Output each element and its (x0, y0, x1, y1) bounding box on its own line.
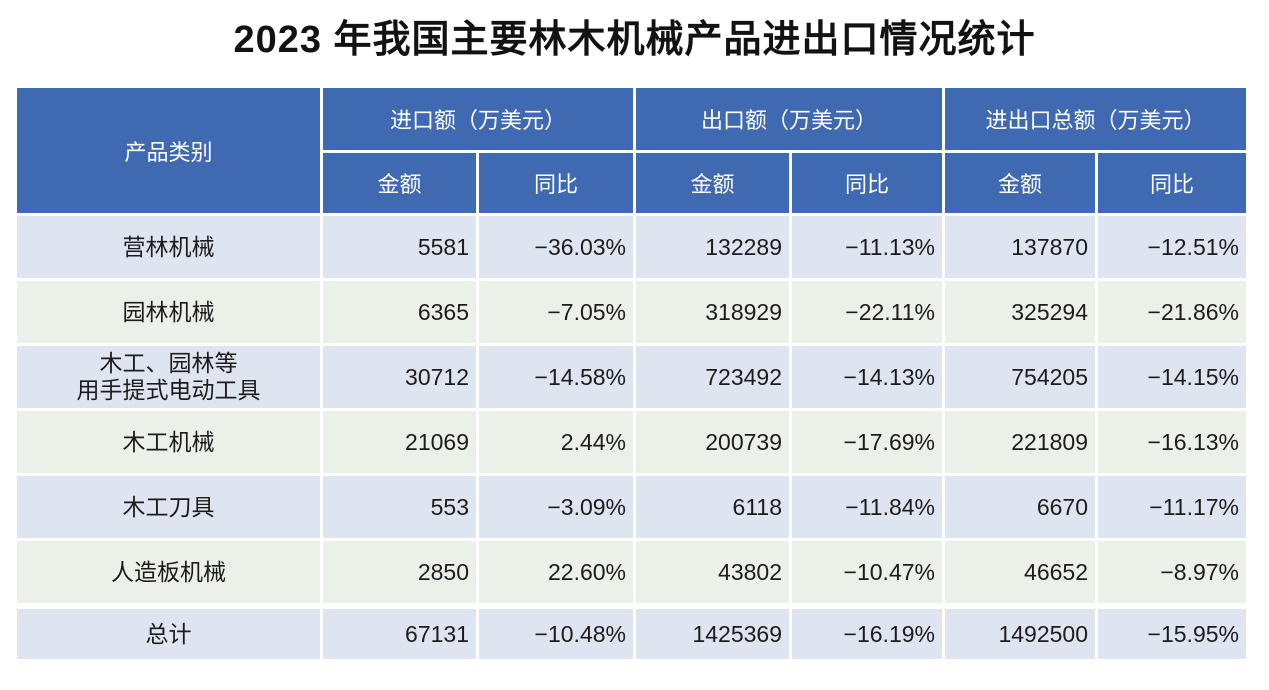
export-yoy-cell: −14.13% (792, 346, 942, 408)
header-sub-row: 金额 同比 金额 同比 金额 同比 (17, 153, 1246, 213)
import-yoy-cell: −10.48% (479, 606, 633, 659)
table-row: 人造板机械 2850 22.60% 43802 −10.47% 46652 −8… (17, 541, 1246, 603)
export-yoy-cell: −17.69% (792, 411, 942, 473)
product-name: 人造板机械 (111, 558, 226, 585)
header-total-group: 进出口总额（万美元） (945, 88, 1246, 150)
import-yoy-cell: 22.60% (479, 541, 633, 603)
header-product-category: 产品类别 (17, 88, 320, 213)
header-export-yoy: 同比 (792, 153, 942, 213)
total-amount-cell: 325294 (945, 281, 1095, 343)
header-export-amount: 金额 (636, 153, 789, 213)
header-total-yoy: 同比 (1098, 153, 1246, 213)
table-row: 木工刀具 553 −3.09% 6118 −11.84% 6670 −11.17… (17, 476, 1246, 538)
table-row: 营林机械 5581 −36.03% 132289 −11.13% 137870 … (17, 216, 1246, 278)
export-amount-cell: 132289 (636, 216, 789, 278)
total-amount-cell: 6670 (945, 476, 1095, 538)
export-yoy-cell: −11.13% (792, 216, 942, 278)
product-name-cell: 木工、园林等 用手提式电动工具 (17, 346, 320, 408)
total-yoy-cell: −21.86% (1098, 281, 1246, 343)
import-amount-cell: 21069 (323, 411, 476, 473)
table-row: 木工机械 21069 2.44% 200739 −17.69% 221809 −… (17, 411, 1246, 473)
import-amount-cell: 5581 (323, 216, 476, 278)
table-row: 木工、园林等 用手提式电动工具 30712 −14.58% 723492 −14.… (17, 346, 1246, 408)
export-amount-cell: 723492 (636, 346, 789, 408)
page-title: 2023 年我国主要林木机械产品进出口情况统计 (233, 19, 1036, 61)
statistics-table: 产品类别 进口额（万美元） 出口额（万美元） 进出口总额（万美元） 金额 同比 … (14, 85, 1249, 662)
product-name: 总计 (145, 620, 192, 647)
product-name-cell: 木工刀具 (17, 476, 320, 538)
table-total-row: 总计 67131 −10.48% 1425369 −16.19% 1492500… (17, 606, 1246, 659)
export-yoy-cell: −11.84% (792, 476, 942, 538)
product-name: 园林机械 (122, 298, 215, 325)
total-yoy-cell: −14.15% (1098, 346, 1246, 408)
import-amount-cell: 2850 (323, 541, 476, 603)
import-yoy-cell: −14.58% (479, 346, 633, 408)
product-name-cell: 木工机械 (17, 411, 320, 473)
header-import-yoy: 同比 (479, 153, 633, 213)
table-row: 园林机械 6365 −7.05% 318929 −22.11% 325294 −… (17, 281, 1246, 343)
import-yoy-cell: −7.05% (479, 281, 633, 343)
export-amount-cell: 1425369 (636, 606, 789, 659)
import-yoy-cell: 2.44% (479, 411, 633, 473)
total-amount-cell: 137870 (945, 216, 1095, 278)
import-yoy-cell: −36.03% (479, 216, 633, 278)
export-amount-cell: 200739 (636, 411, 789, 473)
total-yoy-cell: −12.51% (1098, 216, 1246, 278)
total-amount-cell: 221809 (945, 411, 1095, 473)
total-amount-cell: 46652 (945, 541, 1095, 603)
product-name: 木工刀具 (122, 493, 215, 520)
export-yoy-cell: −16.19% (792, 606, 942, 659)
total-yoy-cell: −11.17% (1098, 476, 1246, 538)
total-yoy-cell: −8.97% (1098, 541, 1246, 603)
product-name-cell: 总计 (17, 606, 320, 659)
product-name-line2: 用手提式电动工具 (76, 377, 261, 403)
export-yoy-cell: −10.47% (792, 541, 942, 603)
total-yoy-cell: −16.13% (1098, 411, 1246, 473)
total-amount-cell: 754205 (945, 346, 1095, 408)
export-yoy-cell: −22.11% (792, 281, 942, 343)
product-name-cell: 营林机械 (17, 216, 320, 278)
import-amount-cell: 30712 (323, 346, 476, 408)
header-export-group: 出口额（万美元） (636, 88, 942, 150)
header-import-group: 进口额（万美元） (323, 88, 633, 150)
product-name: 木工、园林等 (99, 350, 238, 376)
header-total-amount: 金额 (945, 153, 1095, 213)
total-yoy-cell: −15.95% (1098, 606, 1246, 659)
export-amount-cell: 43802 (636, 541, 789, 603)
product-name-cell: 人造板机械 (17, 541, 320, 603)
import-amount-cell: 553 (323, 476, 476, 538)
header-import-amount: 金额 (323, 153, 476, 213)
import-yoy-cell: −3.09% (479, 476, 633, 538)
import-amount-cell: 67131 (323, 606, 476, 659)
total-amount-cell: 1492500 (945, 606, 1095, 659)
product-name: 木工机械 (122, 428, 215, 455)
product-name-cell: 园林机械 (17, 281, 320, 343)
export-amount-cell: 6118 (636, 476, 789, 538)
header-group-row: 产品类别 进口额（万美元） 出口额（万美元） 进出口总额（万美元） (17, 88, 1246, 213)
export-amount-cell: 318929 (636, 281, 789, 343)
product-name: 营林机械 (122, 233, 215, 260)
import-amount-cell: 6365 (323, 281, 476, 343)
